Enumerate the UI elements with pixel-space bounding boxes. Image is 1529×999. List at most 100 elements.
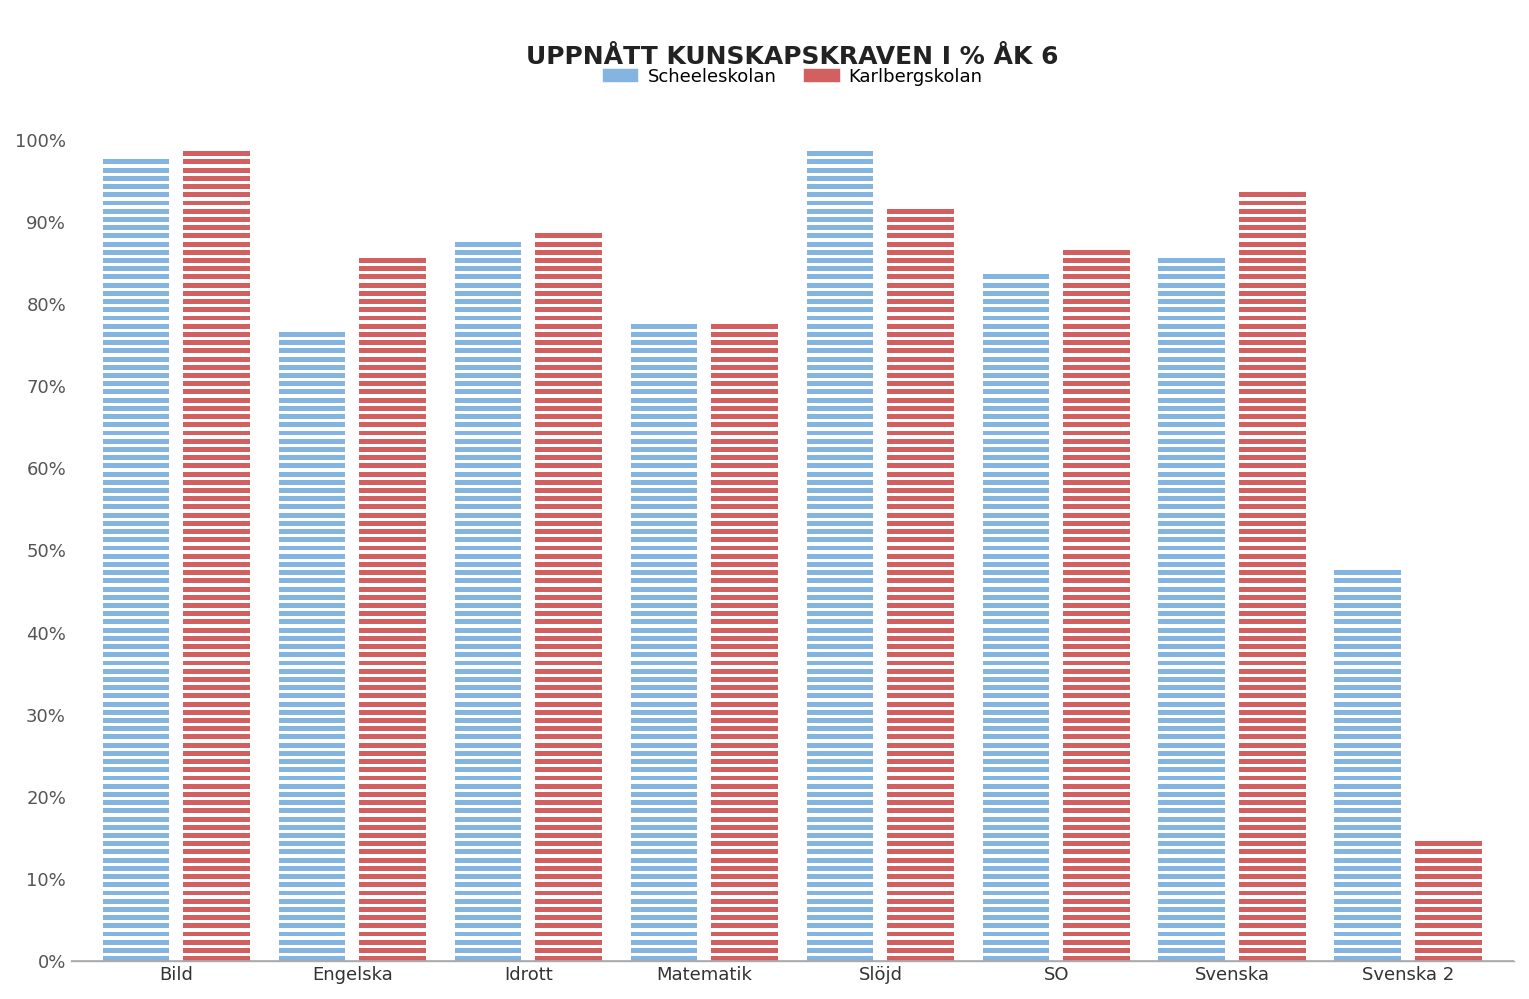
Bar [183,439,251,444]
Bar [535,316,602,321]
Bar [1240,627,1306,632]
Bar [535,489,602,493]
Bar [454,948,521,953]
Title: UPPNÅTT KUNSKAPSKRAVEN I % ÅK 6: UPPNÅTT KUNSKAPSKRAVEN I % ÅK 6 [526,45,1058,69]
Bar [183,324,251,329]
Bar [630,611,697,616]
Bar [183,759,251,764]
Bar [983,784,1049,788]
Bar [278,349,346,354]
Bar [183,529,251,534]
Bar [535,940,602,945]
Bar [454,677,521,682]
Bar [806,882,873,887]
Bar [806,184,873,189]
Bar [630,767,697,772]
Bar [630,899,697,904]
Bar [359,480,427,485]
Bar [983,431,1049,436]
Bar [1064,636,1130,640]
Bar [887,217,954,222]
Bar [278,636,346,640]
Bar [983,693,1049,698]
Bar [1335,940,1402,945]
Bar [278,718,346,723]
Bar [535,890,602,895]
Bar [102,816,170,821]
Bar [1064,726,1130,731]
Bar [1240,242,1306,247]
Bar [183,217,251,222]
Bar [183,184,251,189]
Bar [1416,874,1482,879]
Bar [887,308,954,313]
Bar [183,168,251,173]
Bar [711,545,778,550]
Bar [711,668,778,673]
Bar [1240,480,1306,485]
Bar [1240,767,1306,772]
Bar [454,291,521,296]
Bar [183,882,251,887]
Bar [630,816,697,821]
Bar [454,316,521,321]
Bar [102,611,170,616]
Bar [711,578,778,583]
Bar [454,299,521,304]
Bar [711,940,778,945]
Bar [454,390,521,395]
Bar [711,636,778,640]
Bar [1064,570,1130,575]
Bar [183,570,251,575]
Bar [806,520,873,525]
Bar [1159,693,1225,698]
Bar [278,562,346,566]
Bar [102,308,170,313]
Bar [183,398,251,403]
Bar [887,258,954,263]
Bar [1335,858,1402,862]
Bar [983,849,1049,854]
Bar [630,594,697,599]
Bar [806,299,873,304]
Bar [454,349,521,354]
Bar [535,858,602,862]
Bar [454,373,521,378]
Bar [535,586,602,591]
Bar [806,940,873,945]
Bar [183,668,251,673]
Bar [806,726,873,731]
Bar [630,784,697,788]
Bar [1159,636,1225,640]
Bar [806,792,873,797]
Bar [983,357,1049,362]
Bar [1159,439,1225,444]
Bar [1159,529,1225,534]
Bar [1335,767,1402,772]
Bar [1240,439,1306,444]
Bar [1064,693,1130,698]
Bar [630,775,697,780]
Bar [630,685,697,690]
Bar [887,890,954,895]
Bar [359,742,427,747]
Bar [983,480,1049,485]
Bar [454,512,521,517]
Bar [983,726,1049,731]
Bar [711,858,778,862]
Bar [183,742,251,747]
Bar [887,874,954,879]
Bar [102,472,170,477]
Bar [806,151,873,156]
Bar [359,570,427,575]
Bar [711,784,778,788]
Bar [102,677,170,682]
Bar [806,660,873,665]
Bar [102,849,170,854]
Bar [359,578,427,583]
Bar [806,594,873,599]
Bar [711,562,778,566]
Bar [535,267,602,271]
Bar [183,948,251,953]
Bar [1064,447,1130,452]
